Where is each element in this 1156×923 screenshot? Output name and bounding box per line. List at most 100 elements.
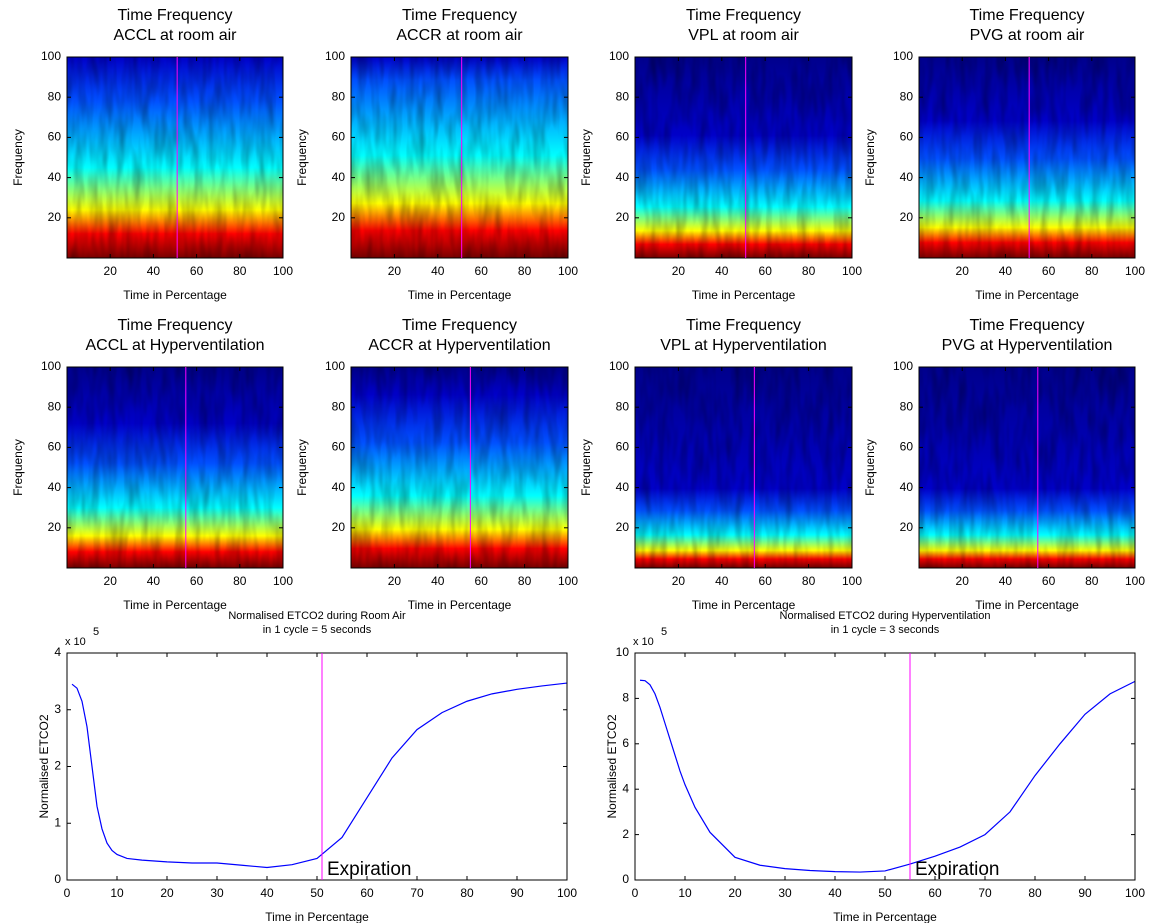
y-tick-label: 20 <box>48 210 62 224</box>
spectrogram-texture <box>635 57 852 258</box>
plot-frame <box>634 366 853 569</box>
y-scale-label: x 10 <box>65 636 86 648</box>
y-tick-label: 3 <box>54 702 61 716</box>
y-axis-label: Frequency <box>11 439 25 496</box>
x-tick-label: 80 <box>518 264 532 278</box>
panel-title: VPL at Hyperventilation <box>660 337 827 354</box>
x-tick-label: 100 <box>1125 264 1145 278</box>
y-tick-label: 60 <box>48 130 62 144</box>
x-tick-label: 60 <box>1042 264 1056 278</box>
plot-frame <box>918 366 1136 569</box>
x-tick-label: 60 <box>928 886 942 900</box>
panel-title: PVG at Hyperventilation <box>942 337 1113 354</box>
y-tick-label: 100 <box>325 49 345 63</box>
x-tick-label: 80 <box>460 886 474 900</box>
x-tick-label: 10 <box>678 886 692 900</box>
y-tick-label: 40 <box>900 480 914 494</box>
x-tick-label: 20 <box>160 886 174 900</box>
annotation: Expiration <box>915 859 1000 880</box>
x-axis-label: Time in Percentage <box>265 910 369 923</box>
x-tick-label: 20 <box>956 574 970 588</box>
panel-title: Normalised ETCO2 during Hyperventilation <box>780 610 991 622</box>
y-tick-label: 20 <box>900 210 914 224</box>
x-tick-label: 20 <box>104 574 118 588</box>
x-tick-label: 60 <box>360 886 374 900</box>
y-tick-label: 100 <box>893 359 913 373</box>
y-tick-label: 40 <box>616 170 630 184</box>
y-tick-label: 100 <box>893 49 913 63</box>
y-axis-label: Frequency <box>579 439 593 496</box>
panel-title: Normalised ETCO2 during Room Air <box>228 610 406 622</box>
x-tick-label: 100 <box>558 574 578 588</box>
y-tick-label: 10 <box>616 645 630 659</box>
y-axis-label: Normalised ETCO2 <box>605 714 619 818</box>
x-tick-label: 40 <box>999 574 1013 588</box>
y-tick-label: 2 <box>622 827 629 841</box>
spectrogram-texture <box>919 367 1135 568</box>
panel-title: PVG at room air <box>970 27 1085 44</box>
x-tick-label: 60 <box>1042 574 1056 588</box>
plot-frame <box>66 652 568 881</box>
y-tick-label: 80 <box>48 89 62 103</box>
panel-title: Time Frequency <box>402 7 517 24</box>
x-tick-label: 30 <box>210 886 224 900</box>
y-tick-label: 40 <box>48 170 62 184</box>
y-scale-exponent: 5 <box>661 626 667 638</box>
y-tick-label: 60 <box>616 130 630 144</box>
y-tick-label: 100 <box>41 359 61 373</box>
panel-title: ACCR at Hyperventilation <box>368 337 550 354</box>
x-tick-label: 0 <box>64 886 71 900</box>
y-tick-label: 4 <box>622 781 629 795</box>
x-tick-label: 60 <box>475 574 489 588</box>
y-axis-label: Normalised ETCO2 <box>37 714 51 818</box>
plot-frame <box>634 652 1136 881</box>
spectrogram-texture <box>351 57 568 258</box>
y-tick-label: 80 <box>900 89 914 103</box>
y-tick-label: 60 <box>900 440 914 454</box>
y-tick-label: 100 <box>609 359 629 373</box>
x-tick-label: 30 <box>778 886 792 900</box>
panel-title: Time Frequency <box>970 7 1085 24</box>
y-tick-label: 60 <box>616 440 630 454</box>
spectrogram-texture <box>919 57 1135 258</box>
spectrogram-texture <box>635 367 852 568</box>
x-axis-label: Time in Percentage <box>408 598 512 612</box>
y-axis-label: Frequency <box>295 129 309 186</box>
y-tick-label: 40 <box>900 170 914 184</box>
panel-title: Time Frequency <box>686 317 801 334</box>
plot-frame <box>66 56 284 259</box>
y-tick-label: 100 <box>41 49 61 63</box>
x-tick-label: 20 <box>728 886 742 900</box>
x-tick-label: 70 <box>410 886 424 900</box>
y-tick-label: 80 <box>332 399 346 413</box>
panel-title: Time Frequency <box>970 317 1085 334</box>
x-tick-label: 40 <box>999 264 1013 278</box>
x-tick-label: 90 <box>510 886 524 900</box>
y-tick-label: 2 <box>54 759 61 773</box>
x-tick-label: 80 <box>802 264 816 278</box>
y-tick-label: 80 <box>900 399 914 413</box>
x-tick-label: 10 <box>110 886 124 900</box>
x-axis-label: Time in Percentage <box>975 598 1079 612</box>
x-tick-label: 20 <box>672 574 686 588</box>
y-tick-label: 60 <box>332 440 346 454</box>
spectrogram-texture <box>67 367 283 568</box>
line <box>71 682 568 869</box>
panel-title: in 1 cycle = 5 seconds <box>263 624 372 636</box>
y-tick-label: 4 <box>54 645 61 659</box>
x-tick-label: 80 <box>1085 574 1099 588</box>
panel-title: Time Frequency <box>118 7 233 24</box>
x-tick-label: 70 <box>978 886 992 900</box>
x-axis-label: Time in Percentage <box>123 288 227 302</box>
panel-title: VPL at room air <box>688 27 799 44</box>
y-tick-label: 20 <box>900 520 914 534</box>
x-tick-label: 100 <box>273 264 293 278</box>
y-tick-label: 6 <box>622 736 629 750</box>
panel-title: in 1 cycle = 3 seconds <box>831 624 940 636</box>
plot-frame <box>350 56 569 259</box>
x-tick-label: 20 <box>672 264 686 278</box>
x-tick-label: 20 <box>956 264 970 278</box>
y-tick-label: 80 <box>332 89 346 103</box>
x-tick-label: 100 <box>273 574 293 588</box>
